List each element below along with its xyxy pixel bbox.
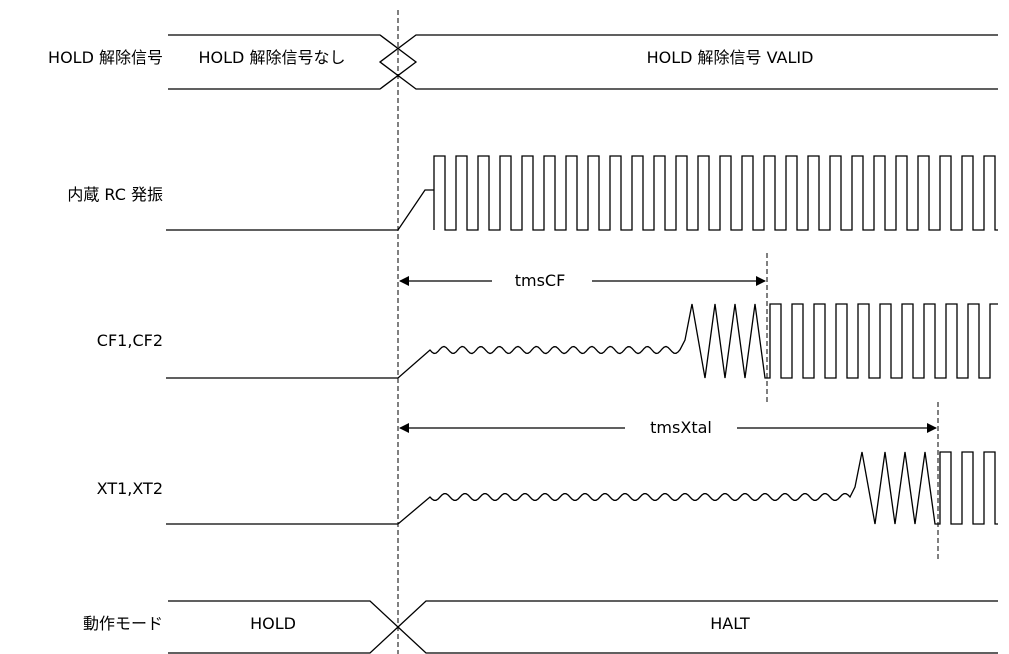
hold-release-bus: [168, 34, 998, 90]
xt-oscillation-waveform: [166, 451, 998, 525]
cf-label: CF1,CF2: [97, 331, 163, 350]
mode-before-text: HOLD: [250, 614, 296, 633]
rc-oscillator-label: 内蔵 RC 発振: [67, 185, 163, 204]
tms-xtal-label: tmsXtal: [650, 418, 712, 437]
mode-after-text: HALT: [710, 614, 750, 633]
rc-oscillation-waveform: [166, 155, 998, 231]
hold-release-before-text: HOLD 解除信号なし: [199, 48, 346, 67]
xt-label: XT1,XT2: [97, 479, 163, 498]
tms-cf-label: tmsCF: [515, 271, 566, 290]
cf-oscillation-waveform: [166, 303, 998, 379]
hold-release-after-text: HOLD 解除信号 VALID: [647, 48, 814, 67]
operating-mode-label: 動作モード: [83, 614, 163, 633]
hold-release-signal-label: HOLD 解除信号: [48, 48, 163, 67]
